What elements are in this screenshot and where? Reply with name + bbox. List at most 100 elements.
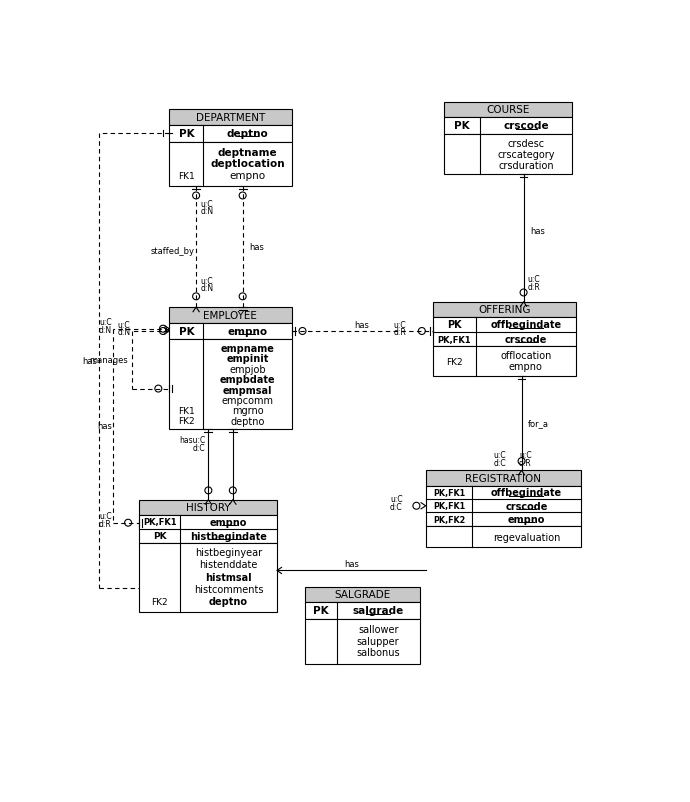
Text: empbdate: empbdate [219,375,275,385]
Text: PK: PK [455,121,470,132]
Text: u:C: u:C [390,495,402,504]
Text: d:R: d:R [527,282,540,291]
Bar [444,103,572,118]
Text: crsdesc: crsdesc [508,139,544,149]
Text: has: has [530,226,544,235]
Text: salbonus: salbonus [357,647,400,658]
Text: d:N: d:N [201,284,214,293]
Text: empno: empno [210,517,247,527]
Bar [433,302,576,318]
Text: u:C: u:C [118,320,130,329]
Text: DEPARTMENT: DEPARTMENT [196,113,265,123]
Text: staffed_by: staffed_by [150,247,195,256]
Bar [139,543,277,612]
Text: FK1: FK1 [178,407,195,415]
Text: has: has [82,356,97,366]
Text: d:R: d:R [519,459,532,468]
Text: histcomments: histcomments [194,584,264,594]
Text: has: has [344,559,359,569]
Bar [169,110,292,125]
Text: PK,FK1: PK,FK1 [437,335,471,344]
Text: for_a: for_a [528,419,549,428]
Text: mgrno: mgrno [232,406,264,415]
Text: empno: empno [508,514,545,525]
Bar [169,125,292,143]
Text: empno: empno [230,171,266,181]
Text: d:R: d:R [99,520,112,529]
Text: PK,FK1: PK,FK1 [433,501,465,511]
Text: empinit: empinit [226,354,268,364]
Bar [305,619,420,664]
Bar [139,500,277,516]
Text: empcomm: empcomm [221,395,273,405]
Text: sallower: sallower [358,624,398,634]
Bar [444,118,572,135]
Text: hasu:C: hasu:C [179,435,205,444]
Text: FK2: FK2 [446,357,462,366]
Text: PK,FK1: PK,FK1 [143,518,177,527]
Text: COURSE: COURSE [486,105,530,115]
Text: crscode: crscode [503,121,549,132]
Text: crscode: crscode [504,334,547,345]
Text: REGISTRATION: REGISTRATION [465,473,541,484]
Text: u:C: u:C [394,320,406,329]
Text: SALGRADE: SALGRADE [334,589,391,600]
Bar [433,347,576,376]
Bar [169,143,292,187]
Text: u:C: u:C [99,318,112,327]
Text: PK: PK [313,606,328,616]
Text: empmsal: empmsal [223,385,273,395]
Text: FK1: FK1 [178,172,195,180]
Text: PK: PK [152,532,166,541]
Text: PK: PK [179,129,194,139]
Text: PK,FK2: PK,FK2 [433,515,465,524]
Text: PK: PK [447,320,462,330]
Text: d:N: d:N [99,326,112,334]
Text: deptno: deptno [209,597,248,606]
Text: d:R: d:R [394,328,406,337]
Text: empno: empno [509,361,543,371]
Text: manages: manages [89,356,128,365]
Bar [426,471,581,486]
Bar [169,323,292,340]
Text: d:C: d:C [193,444,205,452]
Text: crscategory: crscategory [497,150,555,160]
Bar [426,526,581,548]
Text: PK: PK [179,326,194,337]
Text: deptno: deptno [230,416,265,426]
Text: FK2: FK2 [151,597,168,606]
Text: crscode: crscode [505,501,548,511]
Text: deptlocation: deptlocation [210,159,285,169]
Bar [426,486,581,526]
Text: OFFERING: OFFERING [478,305,531,315]
Text: d:C: d:C [390,502,402,512]
Text: u:C: u:C [519,451,532,460]
Text: u:C: u:C [201,277,213,286]
Text: d:C: d:C [493,459,506,468]
Text: crsduration: crsduration [498,160,554,171]
Text: EMPLOYEE: EMPLOYEE [204,310,257,321]
Text: salupper: salupper [357,636,400,646]
Bar [169,340,292,429]
Text: offbegindate: offbegindate [491,320,562,330]
Text: offbegindate: offbegindate [491,488,562,498]
Text: empno: empno [228,326,268,337]
Text: regevaluation: regevaluation [493,532,560,542]
Bar [305,602,420,619]
Text: HISTORY: HISTORY [186,503,230,512]
Text: u:C: u:C [99,512,112,520]
Text: deptno: deptno [227,129,268,139]
Text: PK,FK1: PK,FK1 [433,488,465,497]
Text: histenddate: histenddate [199,560,258,569]
Bar [305,587,420,602]
Text: deptname: deptname [218,148,277,157]
Text: histmsal: histmsal [206,572,252,582]
Text: offlocation: offlocation [500,350,551,360]
Text: has: has [97,422,112,431]
Bar [169,308,292,323]
Text: salgrade: salgrade [353,606,404,616]
Text: has: has [249,243,264,252]
Text: u:C: u:C [201,200,213,209]
Bar [433,318,576,347]
Text: histbegindate: histbegindate [190,531,267,541]
